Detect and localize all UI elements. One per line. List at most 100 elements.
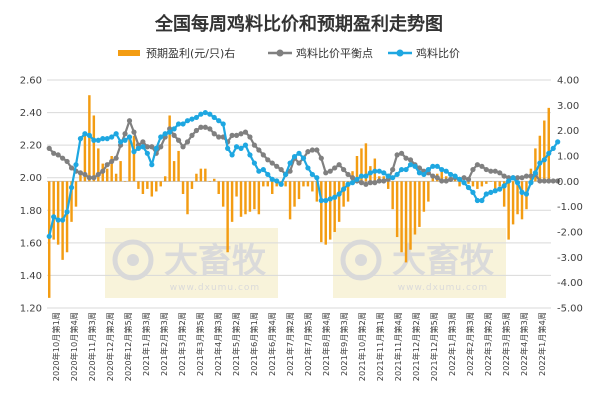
ratio-point	[104, 136, 110, 142]
profit-bar	[92, 115, 96, 182]
ratio-point	[318, 197, 324, 204]
profit-bar	[199, 168, 203, 182]
right-tick-label: 3.00	[557, 101, 579, 112]
balance-point	[242, 129, 249, 135]
watermark-2: 大畜牧 www.dxumu.com	[333, 228, 506, 298]
balance-point	[555, 178, 561, 184]
left-tick-label: 1.60	[20, 238, 42, 249]
ratio-point	[332, 194, 338, 200]
ratio-point	[95, 137, 101, 143]
profit-bar	[65, 181, 69, 253]
ratio-point	[430, 163, 436, 169]
left-tick-label: 2.00	[20, 173, 42, 184]
x-tick-label: 2020年12月第2周	[105, 312, 115, 381]
x-tick-label: 2022年3月第5周	[501, 312, 511, 376]
profit-bar	[502, 181, 506, 207]
legend-item-profit: 预期盈利(元/只)右	[118, 46, 235, 60]
profit-bar	[114, 173, 118, 182]
x-tick-label: 2021年7月第5周	[303, 312, 313, 376]
ratio-point	[546, 150, 552, 156]
ratio-point	[376, 168, 382, 174]
balance-point	[461, 175, 467, 181]
ratio-point	[91, 137, 97, 143]
profit-bar	[391, 181, 394, 210]
x-tick-label: 2021年10月第2周	[357, 312, 367, 381]
balance-point	[180, 144, 186, 150]
profit-bar	[190, 181, 194, 189]
balance-point	[349, 175, 356, 181]
right-tick-label: -2.00	[557, 228, 583, 239]
balance-point	[443, 178, 449, 184]
x-tick-label: 2022年3月第2周	[483, 312, 493, 376]
balance-point	[470, 166, 476, 173]
left-tick-label: 1.40	[20, 271, 42, 282]
ratio-point	[229, 152, 235, 158]
profit-bar	[257, 181, 261, 215]
profit-bar	[306, 181, 310, 187]
ratio-point	[474, 197, 481, 204]
profit-bar	[422, 181, 426, 212]
profit-bar	[150, 181, 154, 197]
profit-bar	[440, 171, 443, 182]
legend-label: 鸡料比价平衡点	[296, 46, 373, 60]
ratio-point	[327, 196, 333, 202]
balance-point	[122, 131, 128, 137]
ratio-point	[537, 160, 543, 166]
profit-bar	[547, 107, 550, 182]
ratio-point	[77, 136, 84, 142]
balance-point	[278, 166, 284, 173]
ratio-point	[501, 183, 507, 189]
profit-bar	[507, 181, 510, 240]
legend-item-ratio: 鸡料比价	[388, 46, 460, 60]
ratio-point	[381, 170, 387, 176]
ratio-point	[153, 145, 159, 151]
balance-point	[376, 178, 382, 184]
balance-point	[501, 173, 507, 179]
profit-bar	[97, 148, 100, 182]
balance-point	[479, 163, 485, 169]
ratio-point	[162, 131, 168, 137]
profit-bar	[431, 176, 435, 182]
ratio-point	[216, 118, 222, 124]
profit-bar	[275, 181, 278, 187]
balance-point	[514, 175, 521, 181]
profit-bar	[485, 181, 488, 184]
profit-bar	[83, 135, 87, 182]
profit-bar	[467, 181, 470, 184]
ratio-point	[256, 168, 262, 174]
ratio-point	[398, 166, 405, 173]
ratio-point	[68, 184, 75, 191]
x-tick-label: 2020年11月第3周	[87, 312, 97, 381]
profit-bar	[253, 181, 256, 210]
balance-point	[483, 166, 489, 173]
ratio-point	[167, 129, 173, 135]
balance-point	[367, 180, 373, 186]
ratio-point	[296, 150, 302, 156]
x-tick-label: 2021年6月第1周	[249, 312, 259, 376]
balance-point	[131, 129, 137, 135]
profit-bar	[52, 181, 55, 240]
profit-bar	[498, 181, 501, 187]
balance-point	[430, 173, 436, 179]
balance-point	[91, 175, 97, 181]
balance-point	[448, 176, 454, 182]
profit-bar	[74, 181, 78, 207]
ratio-point	[135, 145, 142, 151]
ratio-point	[488, 189, 494, 195]
ratio-point	[117, 139, 124, 145]
ratio-point	[198, 111, 204, 117]
balance-point	[265, 157, 271, 163]
ratio-point	[345, 181, 351, 187]
ratio-point	[233, 144, 240, 150]
balance-point	[68, 165, 75, 171]
balance-point	[175, 137, 182, 143]
ratio-point	[46, 233, 52, 239]
balance-point	[296, 160, 302, 166]
ratio-point	[113, 131, 119, 137]
ratio-point	[407, 162, 414, 168]
ratio-point	[550, 145, 556, 151]
balance-point	[77, 170, 84, 176]
balance-point	[211, 131, 217, 137]
profit-bar	[315, 181, 319, 202]
balance-point	[202, 124, 208, 130]
